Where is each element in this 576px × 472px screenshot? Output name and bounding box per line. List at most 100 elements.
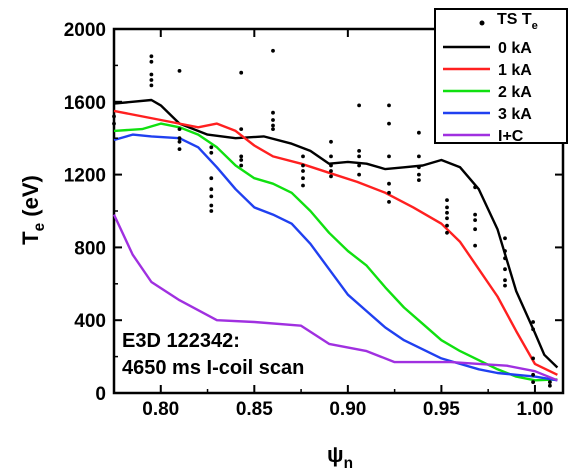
- ts-data-point: [329, 163, 333, 168]
- ts-data-point: [531, 320, 535, 324]
- ts-data-point: [271, 123, 275, 128]
- x-tick-label: 0.80: [142, 399, 179, 420]
- ts-data-point: [239, 154, 244, 159]
- ts-data-point: [112, 121, 116, 126]
- legend-box: [434, 8, 568, 144]
- ts-data-point: [209, 187, 214, 192]
- ts-data-point: [417, 178, 421, 183]
- ts-data-point: [329, 174, 333, 179]
- ts-data-point: [445, 230, 449, 235]
- ts-data-point: [239, 158, 244, 162]
- ts-data-point: [112, 114, 116, 119]
- ts-data-point: [445, 216, 449, 221]
- x-tick-label: 0.85: [236, 399, 273, 420]
- ts-data-point: [177, 139, 182, 144]
- y-tick-label: 2000: [64, 20, 106, 41]
- ts-data-point: [531, 372, 535, 377]
- legend: TS Te 0 kA 1 kA 2 kA 3 kA I+C: [434, 8, 568, 145]
- legend-label: 1 kA: [498, 62, 532, 79]
- ts-data-point: [149, 83, 154, 88]
- ts-data-point: [417, 172, 421, 177]
- x-axis-title: ψn: [327, 442, 353, 472]
- ts-data-point: [503, 267, 507, 272]
- scatter-layer: [112, 48, 552, 388]
- legend-scatter-marker: [479, 20, 485, 26]
- x-axis: 0.80 0.85 0.90 0.95 1.00: [142, 29, 553, 420]
- y-tick-label: 1600: [64, 93, 106, 114]
- ts-data-point: [301, 176, 305, 181]
- legend-label: 0 kA: [498, 40, 532, 57]
- ts-data-point: [209, 145, 214, 150]
- ts-data-point: [473, 212, 477, 217]
- ts-data-point: [301, 169, 305, 173]
- ts-data-point: [503, 283, 507, 288]
- ts-data-point: [239, 163, 244, 168]
- ts-data-point: [445, 210, 449, 215]
- ts-data-point: [271, 48, 275, 53]
- series-line-2-ka: [113, 122, 558, 382]
- ts-data-point: [271, 110, 275, 115]
- y-axis: 0 400 800 1200 1600 2000: [64, 20, 563, 405]
- ts-data-point: [357, 163, 361, 168]
- ts-data-point: [177, 127, 182, 131]
- ts-data-point: [417, 154, 421, 159]
- ts-data-point: [503, 236, 507, 241]
- ts-data-point: [177, 147, 182, 152]
- ts-data-point: [209, 194, 214, 199]
- ts-data-point: [329, 154, 333, 159]
- series-line-1-ka: [113, 109, 558, 376]
- ts-data-point: [445, 223, 449, 228]
- ts-data-point: [271, 118, 275, 122]
- series-line-3-ka: [113, 133, 558, 382]
- legend-scatter-label: TS Te: [497, 11, 538, 32]
- x-tick-label: 1.00: [516, 399, 553, 420]
- ts-data-point: [357, 172, 361, 177]
- ts-data-point: [417, 165, 421, 170]
- ts-data-point: [149, 54, 154, 59]
- ts-data-point: [445, 198, 449, 203]
- y-tick-label: 0: [95, 384, 106, 405]
- x-tick-label: 0.95: [423, 399, 460, 420]
- ts-data-point: [531, 356, 535, 361]
- ts-data-point: [387, 154, 391, 159]
- ts-data-point: [503, 256, 507, 261]
- ts-data-point: [473, 227, 477, 232]
- ts-data-point: [239, 70, 244, 75]
- ts-data-point: [387, 103, 391, 108]
- ts-data-point: [357, 149, 361, 153]
- ts-data-point: [209, 209, 214, 213]
- x-tick-label: 0.90: [329, 399, 366, 420]
- ts-data-point: [473, 218, 477, 223]
- ts-data-point: [387, 121, 391, 126]
- ts-data-point: [149, 72, 154, 77]
- annotation-line-2: 4650 ms I-coil scan: [122, 357, 304, 379]
- legend-label: 3 kA: [498, 106, 532, 123]
- ts-data-point: [357, 103, 361, 108]
- ts-data-point: [387, 200, 391, 204]
- ts-data-point: [149, 59, 154, 64]
- ts-data-point: [209, 203, 214, 208]
- ts-data-point: [209, 150, 214, 155]
- annotation: E3D 122342: 4650 ms I-coil scan: [122, 330, 304, 379]
- y-tick-label: 400: [74, 311, 106, 332]
- ts-data-point: [548, 380, 552, 384]
- ts-data-point: [301, 154, 305, 159]
- ts-data-point: [531, 327, 535, 332]
- ts-data-point: [445, 205, 449, 210]
- ts-data-point: [177, 136, 182, 141]
- ts-data-point: [329, 169, 333, 173]
- ts-data-point: [503, 249, 507, 253]
- ts-data-point: [301, 183, 305, 188]
- annotation-line-1: E3D 122342:: [122, 330, 240, 352]
- ts-data-point: [149, 78, 154, 82]
- ts-data-point: [301, 163, 305, 168]
- ts-data-point: [473, 185, 477, 190]
- ts-data-point: [209, 176, 214, 181]
- y-tick-label: 800: [74, 238, 106, 259]
- plot-area: [112, 27, 565, 395]
- ts-data-point: [531, 380, 535, 384]
- ts-data-point: [387, 181, 391, 186]
- ts-data-point: [473, 243, 477, 248]
- ts-data-point: [329, 139, 333, 144]
